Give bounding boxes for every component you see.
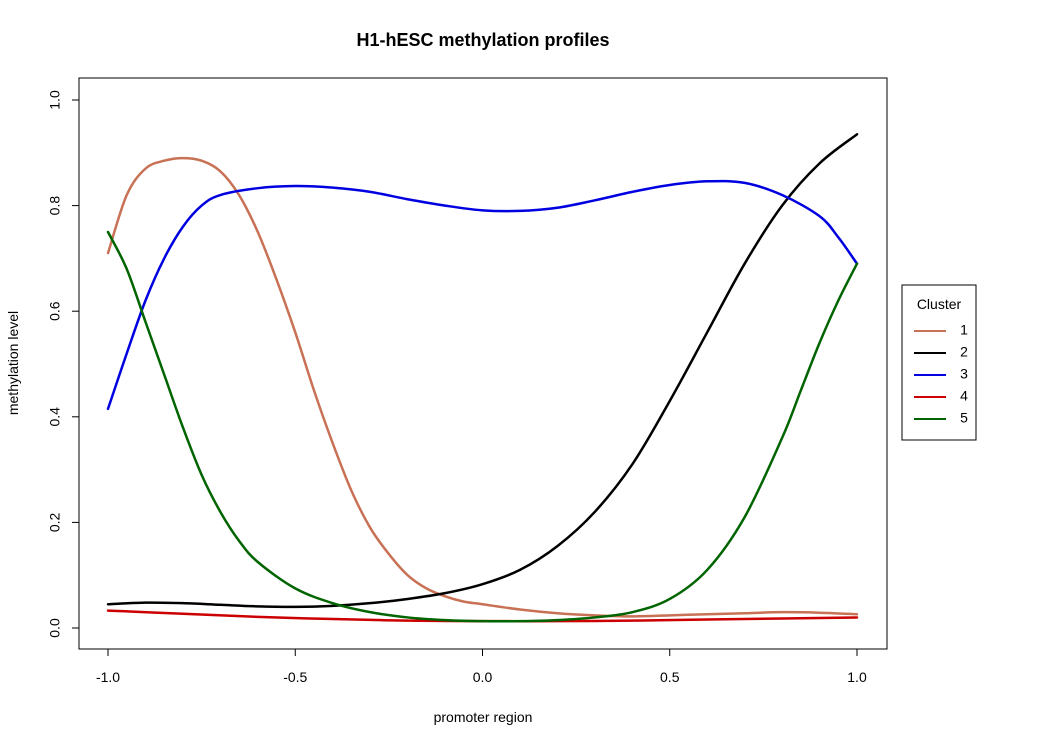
- series-line-cluster-1: [106, 156, 859, 618]
- y-tick-label: 0.0: [47, 618, 63, 638]
- legend-items: 1 2 3 4 5: [914, 322, 968, 426]
- series-layer: [106, 133, 859, 623]
- y-tick-label: 1.0: [47, 90, 63, 110]
- x-axis-label: promoter region: [434, 709, 533, 725]
- plot-frame: [78, 77, 888, 650]
- x-tick-label: 0.5: [660, 669, 680, 685]
- x-tick-label: -1.0: [96, 669, 120, 685]
- legend-label-cluster-4: 4: [960, 388, 968, 404]
- legend-label-cluster-2: 2: [960, 344, 968, 360]
- y-tick-label: 0.8: [47, 196, 63, 216]
- series-line-cluster-3: [106, 179, 859, 411]
- y-axis-label: methylation level: [5, 311, 21, 415]
- legend-label-cluster-3: 3: [960, 366, 968, 382]
- x-tick-label: 1.0: [847, 669, 867, 685]
- chart-title: H1-hESC methylation profiles: [356, 30, 609, 50]
- y-tick-label: 0.4: [47, 407, 63, 427]
- series-line-cluster-5: [106, 230, 859, 623]
- y-tick-label: 0.2: [47, 512, 63, 532]
- legend-label-cluster-5: 5: [960, 410, 968, 426]
- series-line-cluster-2: [106, 133, 859, 609]
- x-tick-label: -0.5: [283, 669, 307, 685]
- legend: Cluster 1 2 3 4 5: [901, 284, 977, 441]
- y-tick-label: 0.6: [47, 301, 63, 321]
- legend-label-cluster-1: 1: [960, 322, 968, 338]
- legend-title: Cluster: [917, 296, 962, 312]
- legend-box: [901, 284, 977, 441]
- x-axis: -1.0 -0.5 0.0 0.5 1.0: [96, 648, 867, 685]
- x-tick-label: 0.0: [473, 669, 493, 685]
- y-axis: 0.0 0.2 0.4 0.6 0.8 1.0: [47, 90, 80, 638]
